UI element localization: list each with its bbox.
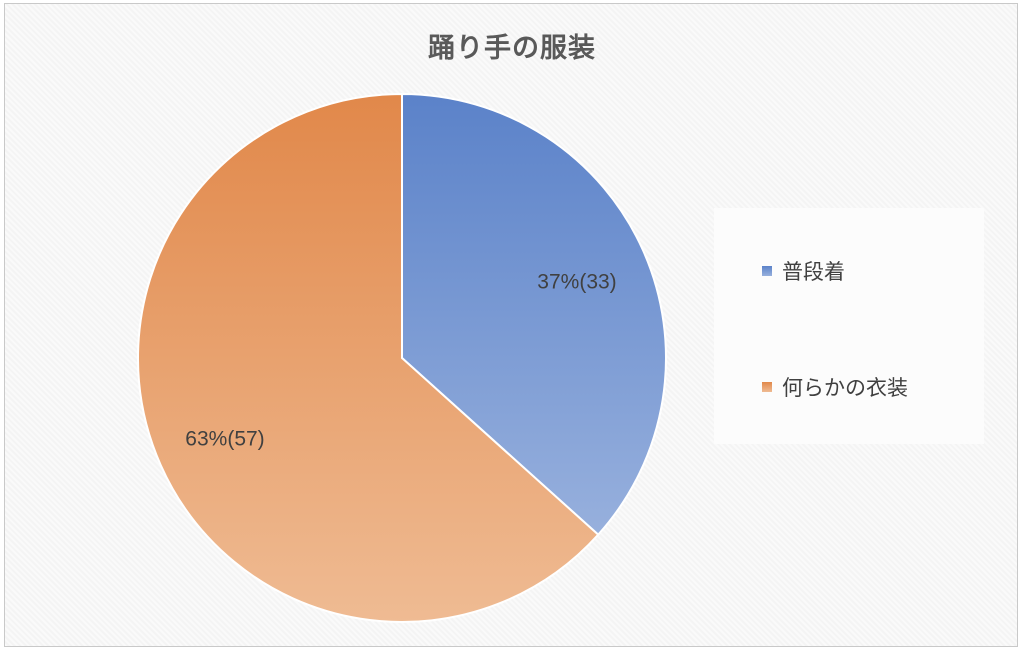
square-legend-icon: [762, 382, 772, 392]
pie-slice-1[interactable]: [137, 92, 600, 623]
legend-item-regular-clothes[interactable]: 普段着: [762, 256, 845, 286]
legend-label: 普段着: [782, 260, 845, 284]
legend-label: 何らかの衣装: [782, 376, 908, 400]
legend-item-costume[interactable]: 何らかの衣装: [762, 372, 908, 402]
legend: 普段着 何らかの衣装: [714, 208, 984, 444]
data-label: 37%(33): [537, 271, 616, 294]
pie-slice-0[interactable]: [401, 92, 667, 537]
data-label: 63%(57): [185, 428, 264, 451]
square-legend-icon: [762, 266, 772, 276]
chart-title: 踊り手の服装: [428, 33, 596, 64]
